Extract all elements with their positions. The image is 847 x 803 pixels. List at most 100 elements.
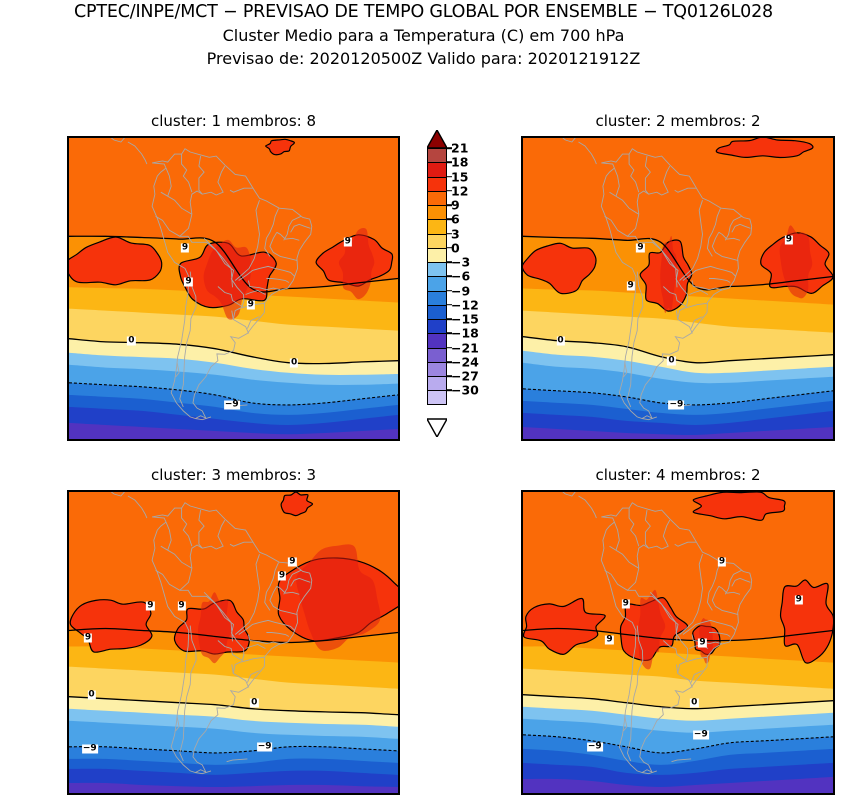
contour-label: 0 <box>690 697 699 708</box>
colorbar-band <box>427 176 447 191</box>
colorbar-tick-mark <box>447 289 452 292</box>
x-axis-tick-mark <box>120 793 122 795</box>
y-axis-tick-mark <box>521 338 523 340</box>
x-axis-tick-mark <box>328 439 330 441</box>
x-axis-tick-mark <box>189 793 191 795</box>
y-axis-tick-mark <box>67 197 69 199</box>
map-plot-area-4[interactable]: 15N10N5NEQ5S10S15S20S25S30S35S40S45S50S5… <box>521 490 835 795</box>
y-axis-tick-mark <box>67 137 69 139</box>
y-axis-tick-mark <box>521 278 523 280</box>
contour-label: 9 <box>626 280 635 291</box>
contour-label: 9 <box>605 634 614 645</box>
map-plot-area-3[interactable]: 15N10N5NEQ5S10S15S20S25S30S35S40S45S50S5… <box>67 490 400 795</box>
colorbar-tick-mark <box>447 261 452 263</box>
y-axis-tick-mark <box>67 318 69 320</box>
contour-label: 9 <box>636 242 645 253</box>
y-axis-tick-mark <box>67 592 69 594</box>
x-axis-tick-mark <box>539 793 541 795</box>
y-axis-tick-mark <box>521 217 523 219</box>
colorbar-tick-mark <box>447 361 452 363</box>
y-axis-tick-mark <box>67 632 69 634</box>
contour-label: 0 <box>556 335 565 346</box>
x-axis-tick-mark <box>539 439 541 441</box>
x-axis-tick-mark <box>571 793 573 795</box>
y-axis-tick-mark <box>521 197 523 199</box>
y-axis-tick-mark <box>67 298 69 300</box>
contour-label: −9 <box>81 743 98 754</box>
y-axis-tick-mark <box>67 157 69 159</box>
header-line-3: Previsao de: 2020120500Z Valido para: 20… <box>206 49 641 68</box>
colorbar-tick-label: 6 <box>451 211 460 227</box>
x-axis-tick-mark <box>604 793 606 795</box>
colorbar-band <box>427 361 447 377</box>
colorbar-tick-mark <box>447 175 452 178</box>
x-axis-tick-mark <box>604 439 606 441</box>
y-axis-tick-mark <box>67 652 69 654</box>
contour-label: −9 <box>668 399 685 410</box>
y-axis-tick-mark <box>521 652 523 654</box>
x-axis-tick-mark <box>86 439 88 441</box>
x-axis-tick-mark <box>636 793 638 795</box>
y-axis-tick-mark <box>67 752 69 754</box>
colorbar-tick-label: 12 <box>451 183 469 199</box>
y-axis-tick-mark <box>521 177 523 179</box>
header-line-1: CPTEC/INPE/MCT − PREVISAO DE TEMPO GLOBA… <box>74 2 773 22</box>
x-axis-tick-mark <box>702 793 704 795</box>
colorbar-band <box>427 262 447 277</box>
colorbar-tick-label: 9 <box>451 197 460 213</box>
colorbar-tick-mark <box>447 304 452 306</box>
y-axis-tick-mark <box>67 692 69 694</box>
x-axis-tick-mark <box>363 793 365 795</box>
y-axis-tick-mark <box>521 398 523 400</box>
x-axis-tick-mark <box>767 439 769 441</box>
contour-label: −9 <box>223 399 240 410</box>
y-axis-tick-mark <box>67 612 69 614</box>
y-axis-tick-mark <box>521 571 523 573</box>
colorbar-band <box>427 376 447 391</box>
chart-panel-2: cluster: 2 membros: 2 15N10N5NEQ5S10S15S2… <box>521 112 835 441</box>
contour-label: 9 <box>83 632 93 643</box>
header-line-2: Cluster Medio para a Temperatura (C) em … <box>222 26 625 45</box>
colorbar-tick-mark <box>447 247 452 249</box>
y-axis-tick-mark <box>521 298 523 300</box>
contour-label: 9 <box>343 236 352 247</box>
y-axis-tick-mark <box>67 491 69 493</box>
y-axis-tick-mark <box>521 531 523 533</box>
y-axis-tick-mark <box>67 511 69 513</box>
y-axis-tick-mark <box>521 491 523 493</box>
colorbar-tick-mark <box>447 275 452 278</box>
contour-label: 0 <box>667 355 676 366</box>
colorbar-band <box>427 276 447 291</box>
contour-label: 0 <box>289 357 299 368</box>
colorbar-tick-label: −27 <box>451 368 479 384</box>
y-axis-tick-mark <box>521 511 523 513</box>
y-axis-tick-mark <box>67 438 69 440</box>
y-axis-tick-mark <box>521 378 523 380</box>
x-axis-tick-mark <box>86 793 88 795</box>
contour-label: 9 <box>184 276 193 287</box>
colorbar-band <box>427 390 447 405</box>
colorbar-band <box>427 304 447 320</box>
contour-label: −9 <box>256 741 273 752</box>
y-axis-tick-mark <box>521 772 523 774</box>
map-plot-area-1[interactable]: 15N10N5NEQ5S10S15S20S25S30S35S40S45S50S5… <box>67 136 400 441</box>
colorbar-tick-mark <box>447 189 452 192</box>
x-axis-tick-mark <box>155 439 157 441</box>
x-axis-tick-mark <box>571 439 573 441</box>
colorbar-band <box>427 319 447 334</box>
colorbar-band <box>427 205 447 220</box>
x-axis-tick-mark <box>734 439 736 441</box>
y-axis-tick-mark <box>67 672 69 674</box>
x-axis-tick-mark <box>800 793 802 795</box>
y-axis-tick-mark <box>521 632 523 634</box>
y-axis-tick-mark <box>67 338 69 340</box>
colorbar-tick-label: −3 <box>451 254 471 270</box>
panel-title-3: cluster: 3 membros: 3 <box>150 466 317 484</box>
colorbar-band <box>427 233 447 248</box>
colorbar-tick-label: −30 <box>451 382 479 398</box>
x-axis-tick-mark <box>259 793 261 795</box>
y-axis-tick-mark <box>67 792 69 794</box>
y-axis-tick-mark <box>67 531 69 533</box>
map-plot-area-2[interactable]: 15N10N5NEQ5S10S15S20S25S30S35S40S45S50S5… <box>521 136 835 441</box>
chart-panel-3: cluster: 3 membros: 3 15N10N5NEQ5S10S15S2… <box>67 466 400 795</box>
